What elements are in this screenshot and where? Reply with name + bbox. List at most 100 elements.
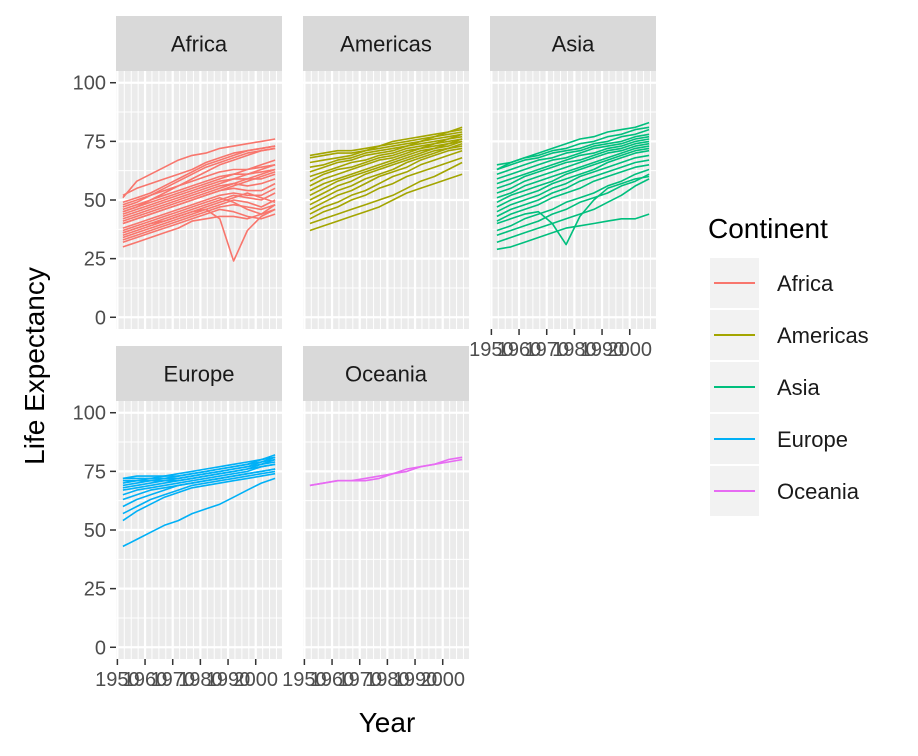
y-tick-label: 75 <box>84 131 106 153</box>
y-tick-label: 100 <box>73 73 106 95</box>
series-line-asia-8 <box>496 154 650 213</box>
series-line-asia-16 <box>496 133 650 175</box>
series-line-africa-18 <box>122 145 276 197</box>
facet-strip-label: Europe <box>164 362 235 387</box>
series-line-asia-1 <box>496 213 650 251</box>
facet-strip-asia <box>490 16 656 71</box>
y-tick-label: 25 <box>84 249 106 271</box>
series-line-asia-17 <box>496 128 650 171</box>
x-tick-label: 1960 <box>123 669 168 691</box>
series-line-americas-16 <box>309 128 463 159</box>
series-line-africa-19 <box>122 138 276 199</box>
x-tick-label: 1970 <box>150 669 195 691</box>
series-line-americas-13 <box>309 133 463 173</box>
series-line-africa-14 <box>122 159 276 213</box>
x-tick-label: 1990 <box>580 339 625 361</box>
facet-strip-label: Africa <box>171 32 228 57</box>
y-axis-title: Life Expectancy <box>19 267 50 465</box>
series-line-americas-1 <box>309 173 463 232</box>
legend-item-americas: Americas <box>710 310 869 360</box>
series-line-africa-12 <box>122 168 276 222</box>
series-line-africa-15 <box>122 147 276 213</box>
series-line-asia-5 <box>496 175 650 246</box>
series-line-africa-1 <box>122 204 276 248</box>
series-line-americas-2 <box>309 161 463 225</box>
series-line-africa-3 <box>122 199 276 239</box>
y-tick-label: 50 <box>84 520 106 542</box>
series-line-americas-4 <box>309 149 463 215</box>
series-line-europe-13 <box>122 454 276 480</box>
facet-strip-label: Americas <box>340 32 432 57</box>
series-line-asia-6 <box>496 164 650 222</box>
legend-label: Africa <box>777 271 834 296</box>
series-line-europe-2 <box>122 472 276 522</box>
series-line-asia-11 <box>496 145 650 199</box>
series-line-americas-5 <box>309 147 463 211</box>
series-line-europe-3 <box>122 470 276 515</box>
x-tick-label: 1950 <box>282 669 327 691</box>
x-tick-label: 2000 <box>607 339 652 361</box>
series-line-americas-9 <box>309 140 463 192</box>
y-tick-label: 0 <box>95 307 106 329</box>
x-tick-label: 1960 <box>310 669 355 691</box>
series-line-asia-10 <box>496 147 650 204</box>
series-line-europe-12 <box>122 456 276 480</box>
facet-strip-label: Oceania <box>345 362 428 387</box>
series-line-americas-3 <box>309 157 463 220</box>
legend-title: Continent <box>708 213 828 244</box>
series-line-americas-17 <box>309 126 463 157</box>
series-line-africa-21 <box>122 196 276 232</box>
x-tick-label: 1990 <box>393 669 438 691</box>
x-tick-label: 1980 <box>365 669 410 691</box>
series-line-americas-12 <box>309 135 463 178</box>
series-line-asia-2 <box>496 178 650 243</box>
legend-label: Europe <box>777 427 848 452</box>
series-line-africa-7 <box>122 178 276 220</box>
x-tick-label: 1960 <box>497 339 542 361</box>
series-line-europe-8 <box>122 461 276 489</box>
series-line-africa-22 <box>122 192 276 236</box>
y-tick-label: 25 <box>84 579 106 601</box>
series-line-europe-10 <box>122 458 276 484</box>
series-line-africa-13 <box>122 164 276 218</box>
series-line-asia-19 <box>496 121 650 171</box>
x-tick-label: 1980 <box>552 339 597 361</box>
series-line-americas-7 <box>309 142 463 201</box>
series-line-americas-6 <box>309 145 463 206</box>
series-line-asia-12 <box>496 142 650 194</box>
facet-strip-americas <box>303 16 469 71</box>
x-tick-label: 1950 <box>469 339 514 361</box>
x-tick-label: 1950 <box>95 669 140 691</box>
y-tick-label: 100 <box>73 403 106 425</box>
legend-label: Asia <box>777 375 821 400</box>
legend-item-oceania: Oceania <box>710 466 860 516</box>
series-line-asia-15 <box>496 135 650 180</box>
series-line-europe-6 <box>122 463 276 496</box>
legend-label: Americas <box>777 323 869 348</box>
series-line-asia-4 <box>496 168 650 232</box>
series-line-africa-23 <box>122 203 276 241</box>
x-axis-title: Year <box>359 707 416 738</box>
series-line-africa-11 <box>122 171 276 225</box>
legend-keys: Africa Americas Asia Europe Oceania <box>710 258 869 516</box>
legend-item-africa: Africa <box>710 258 834 308</box>
series-line-oceania-2 <box>309 456 463 487</box>
x-tick-label: 2000 <box>420 669 465 691</box>
series-line-americas-14 <box>309 133 463 168</box>
facet-strip-label: Asia <box>552 32 596 57</box>
series-line-africa-5 <box>122 187 276 229</box>
x-tick-label: 2000 <box>233 669 278 691</box>
series-line-asia-9 <box>496 149 650 208</box>
series-line-africa-2 <box>122 208 276 243</box>
facet-strip-europe <box>116 346 282 401</box>
series-line-americas-10 <box>309 138 463 187</box>
legend-label: Oceania <box>777 479 860 504</box>
y-tick-label: 75 <box>84 461 106 483</box>
facet-strip-africa <box>116 16 282 71</box>
x-tick-label: 1980 <box>178 669 223 691</box>
x-tick-label: 1970 <box>524 339 569 361</box>
